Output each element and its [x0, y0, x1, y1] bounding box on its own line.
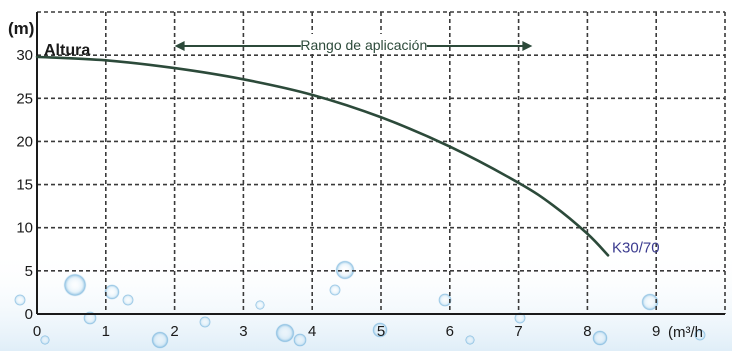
x-tick-label: 3 [239, 323, 247, 340]
y-tick-label: 10 [16, 220, 33, 237]
y-axis-unit-label: (m) [8, 19, 34, 38]
y-tick-label: 30 [16, 47, 33, 64]
x-tick-label: 1 [102, 323, 110, 340]
x-tick-label: 0 [33, 323, 41, 340]
y-tick-label: 0 [25, 306, 33, 323]
x-tick-label: 8 [583, 323, 591, 340]
range-arrowhead-left [174, 41, 185, 51]
series-line-K30/70 [35, 55, 610, 257]
x-tick-label: 7 [514, 323, 522, 340]
x-tick-label: 5 [377, 323, 385, 340]
range-label: Rango de aplicación [300, 37, 427, 53]
y-tick-label: 25 [16, 90, 33, 107]
y-tick-label: 15 [16, 177, 33, 194]
y-axis-title: Altura [44, 42, 90, 59]
x-axis-unit-label: (m³/h [668, 324, 703, 341]
range-label-background [304, 34, 423, 54]
x-tick-label: 6 [446, 323, 454, 340]
x-tick-label: 4 [308, 323, 316, 340]
y-tick-label: 20 [16, 133, 33, 150]
series-label: K30/70 [612, 239, 660, 256]
range-arrowhead-right [522, 41, 533, 51]
y-tick-label: 5 [25, 263, 33, 280]
water-bubbles-decoration [0, 250, 732, 351]
x-tick-label: 2 [170, 323, 178, 340]
x-tick-label: 9 [652, 323, 660, 340]
